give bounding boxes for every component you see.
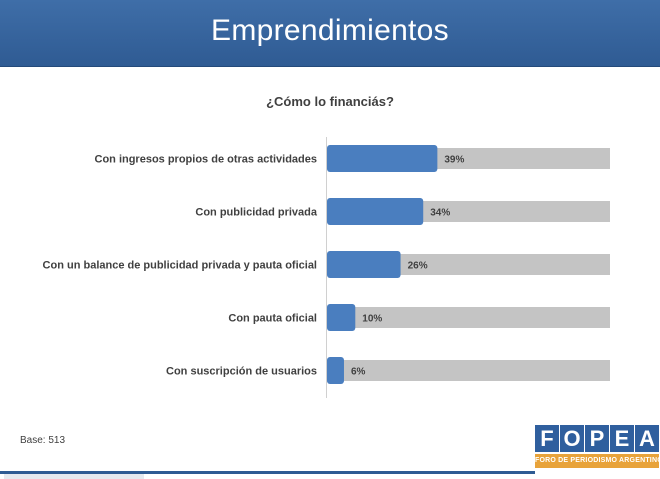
category-label: Con un balance de publicidad privada y p… [43,260,317,272]
logo-tagline: FORO DE PERIODISMO ARGENTINO [535,454,659,468]
slide-title: Emprendimientos [211,14,449,47]
logo-letter: F [535,425,559,452]
footer-line [0,471,535,474]
category-label: Con pauta oficial [228,313,317,325]
bar [327,304,356,331]
logo-letter: A [635,425,659,452]
slide-header: Emprendimientos [0,0,660,67]
chart-title: ¿Cómo lo financiás? [266,94,394,109]
bar-track [327,307,610,328]
bar-track [327,360,610,381]
bar [327,145,438,172]
footer-watermark [4,474,144,479]
value-label: 26% [408,261,428,272]
value-label: 34% [430,208,450,219]
value-label: 10% [362,314,382,325]
bar [327,251,401,278]
fopea-logo: F O P E A FORO DE PERIODISMO ARGENTINO [535,425,659,473]
category-label: Con publicidad privada [195,207,318,219]
category-label: Con suscripción de usuarios [166,366,317,378]
logo-letter: P [585,425,609,452]
value-label: 6% [351,367,366,378]
base-note: Base: 513 [20,435,66,446]
logo-letter: O [560,425,584,452]
logo-letters: F O P E A [535,425,659,452]
value-label: 39% [444,155,464,166]
logo-letter: E [610,425,634,452]
bar [327,198,424,225]
category-label: Con ingresos propios de otras actividade… [95,154,318,166]
bar [327,357,344,384]
